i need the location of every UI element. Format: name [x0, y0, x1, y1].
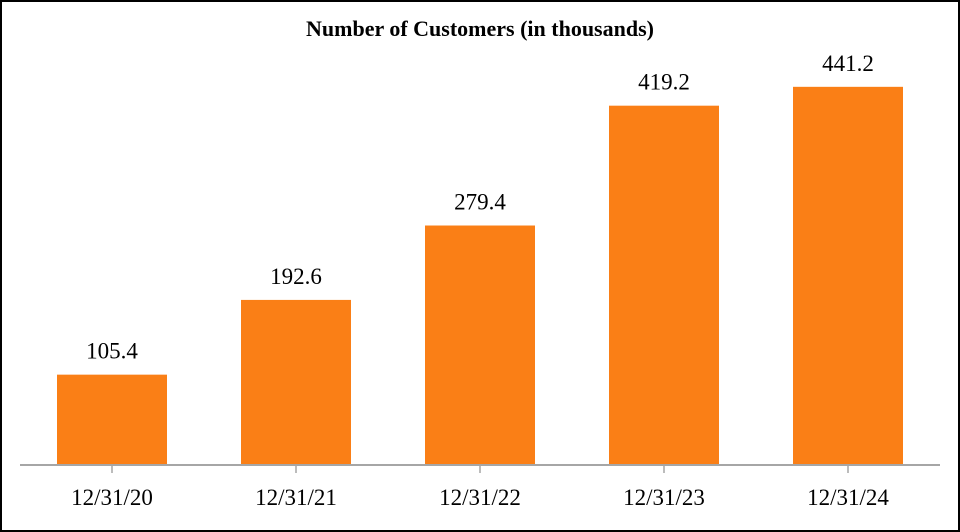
x-tick-labels-group: 12/31/20 12/31/21 12/31/22 12/31/23 12/31/24 [71, 485, 889, 510]
bar-1 [57, 374, 167, 465]
x-tick-label-1: 12/31/20 [71, 485, 153, 510]
bar-3 [425, 225, 535, 465]
data-label-5: 441.2 [822, 51, 874, 76]
data-label-4: 419.2 [638, 70, 690, 95]
bar-4 [609, 105, 719, 465]
data-labels-group: 105.4 192.6 279.4 419.2 441.2 [86, 51, 874, 364]
x-tick-label-2: 12/31/21 [255, 485, 337, 510]
data-label-3: 279.4 [454, 190, 506, 215]
bars-group [57, 86, 903, 465]
x-tick-label-3: 12/31/22 [439, 485, 521, 510]
bar-5 [793, 86, 903, 465]
chart-title: Number of Customers (in thousands) [306, 16, 654, 41]
x-ticks-group [111, 465, 849, 473]
x-tick-label-5: 12/31/24 [807, 485, 889, 510]
x-tick-label-4: 12/31/23 [623, 485, 705, 510]
bar-2 [241, 299, 351, 465]
data-label-2: 192.6 [270, 264, 322, 289]
data-label-1: 105.4 [86, 339, 138, 364]
